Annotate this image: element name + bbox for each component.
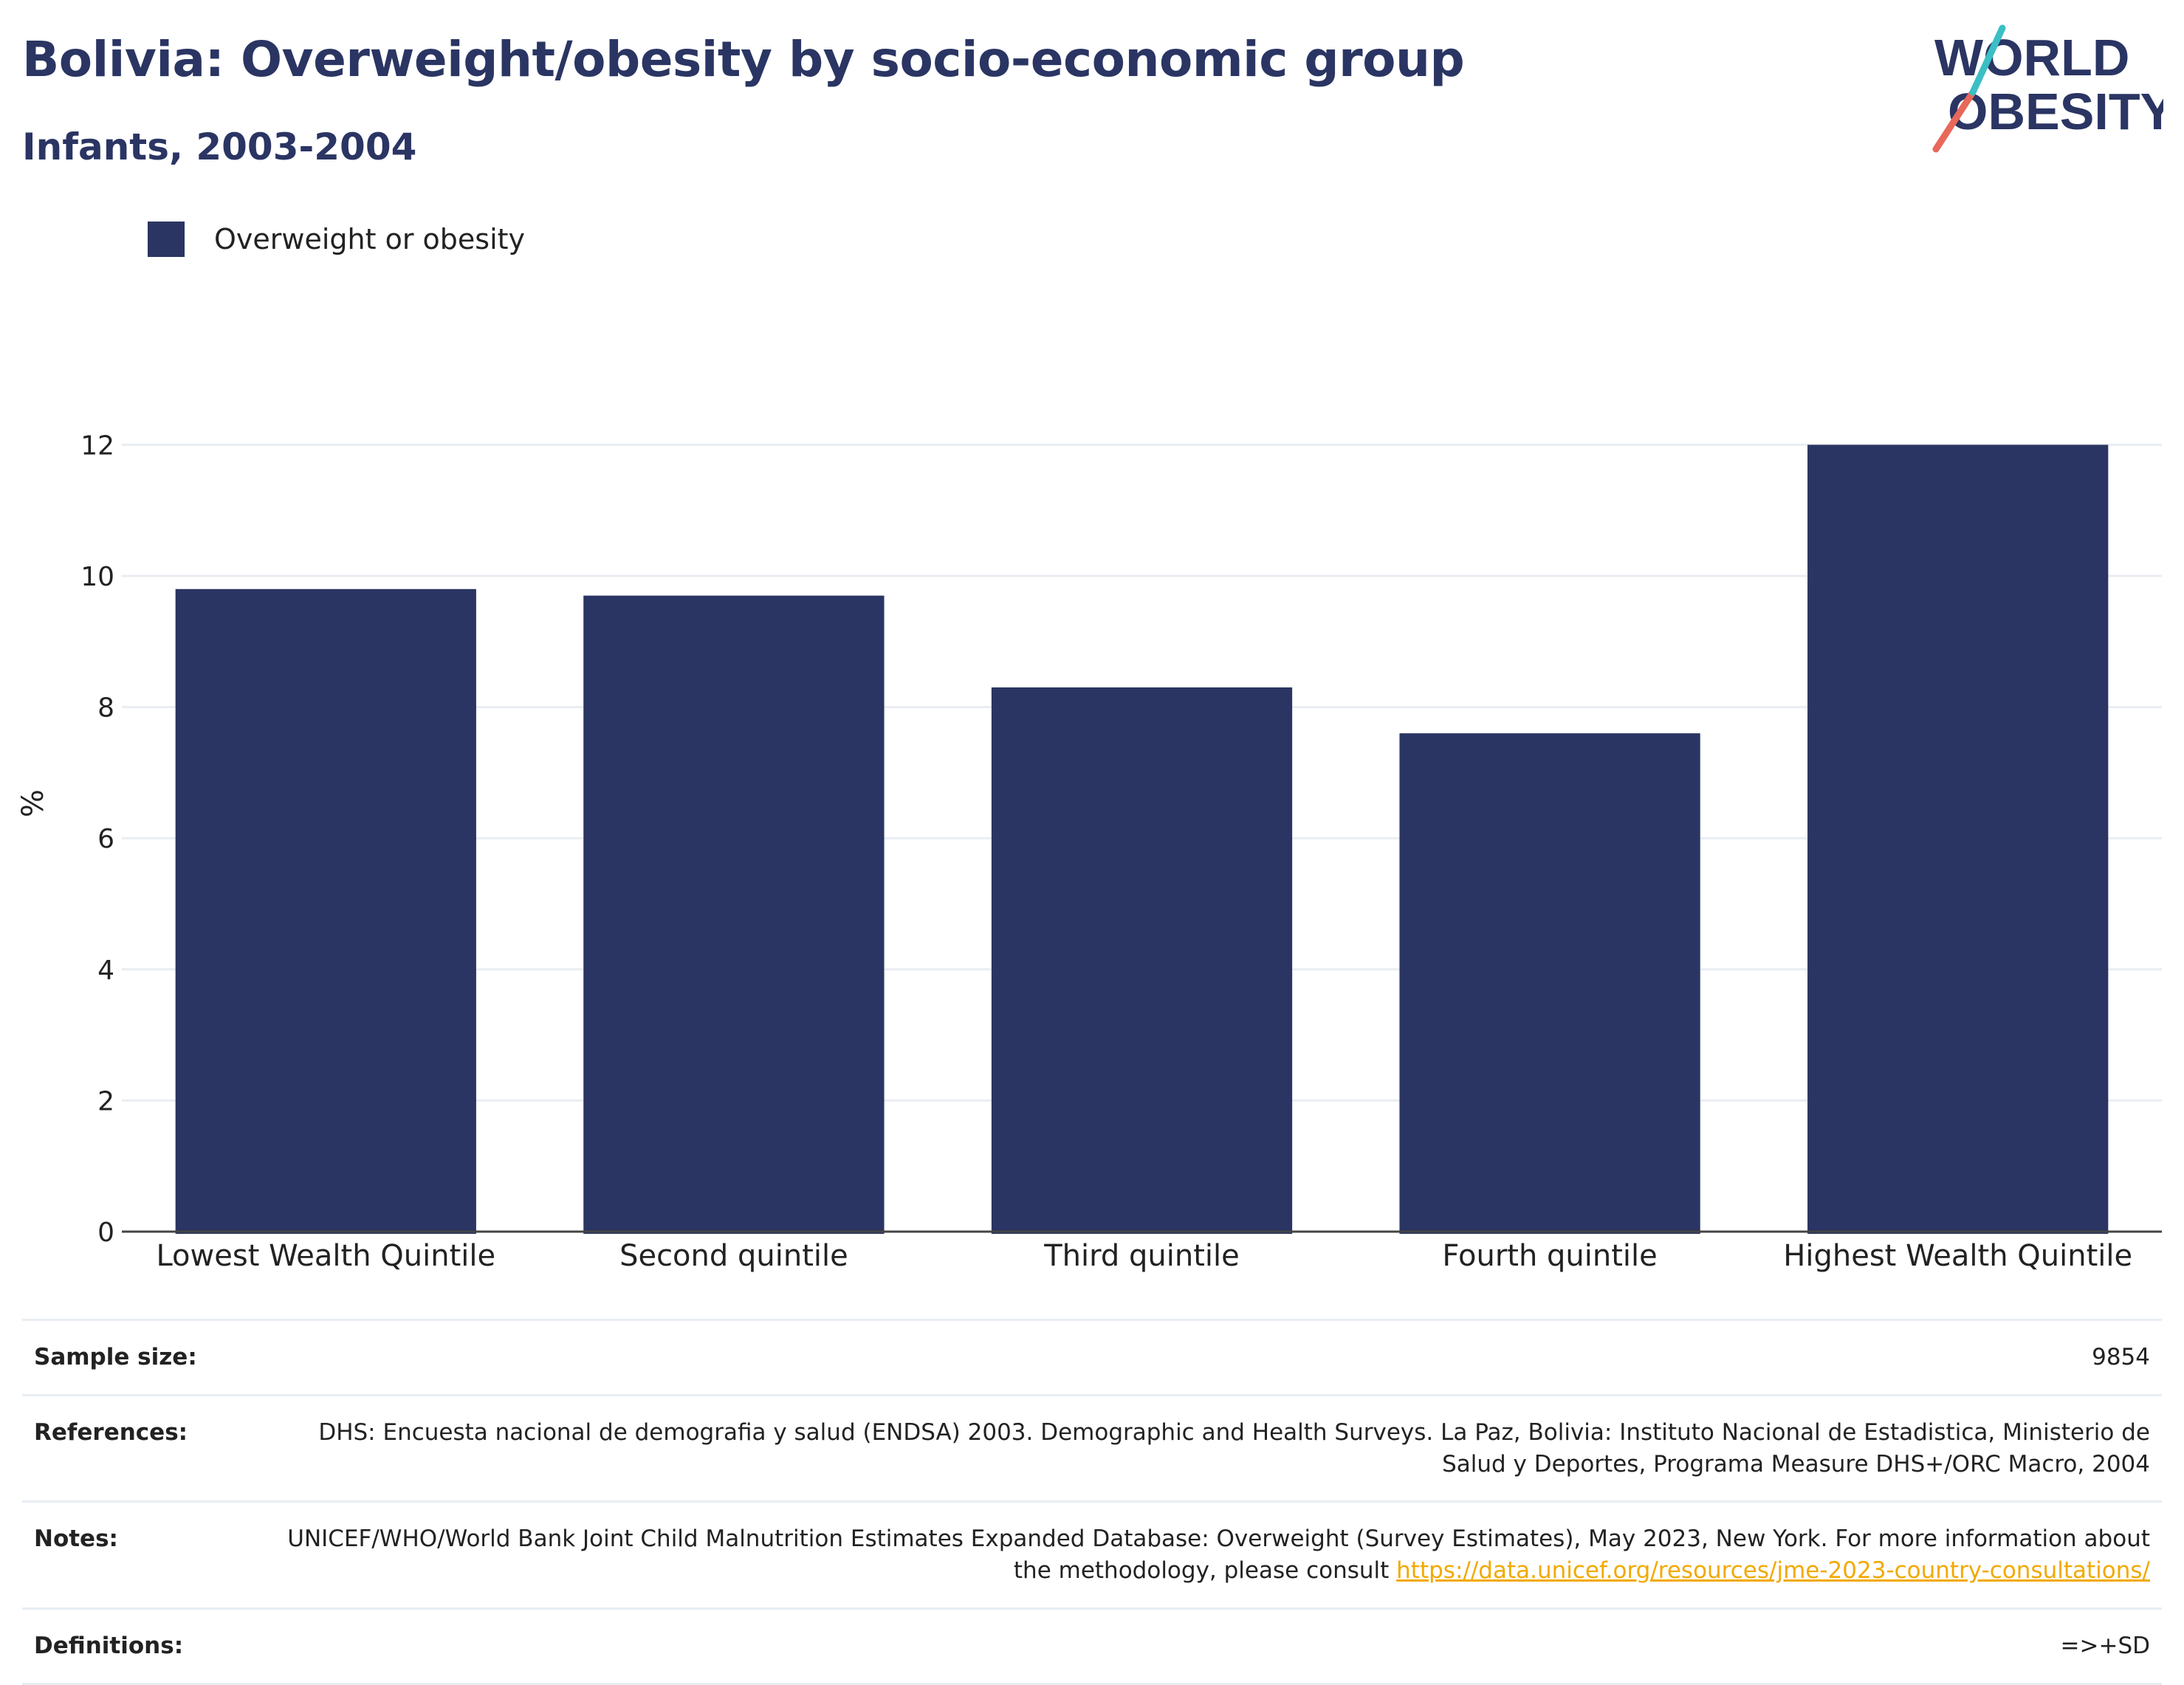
info-row-notes: Notes: UNICEF/WHO/World Bank Joint Child… — [22, 1501, 2162, 1609]
bar-chart: 0 2 4 6 8 10 12 Lowest Wealth Quintile Second q… — [16, 430, 2162, 1273]
x-tick-label: Fourth quintile — [1442, 1239, 1657, 1273]
y-tick-label: 10 — [80, 562, 114, 592]
y-tick-label: 6 — [97, 824, 114, 854]
bars — [175, 445, 2109, 1234]
y-tick-label: 0 — [97, 1218, 114, 1248]
legend-swatch — [148, 222, 185, 257]
legend-label: Overweight or obesity — [214, 223, 526, 255]
x-tick-label: Second quintile — [619, 1239, 848, 1273]
info-row-definitions: Definitions: =>+SD — [22, 1608, 2162, 1684]
page-title: Bolivia: Overweight/obesity by socio-eco… — [22, 31, 1465, 88]
bar — [175, 588, 476, 1234]
info-row-references: References: DHS: Encuesta nacional de de… — [22, 1395, 2162, 1502]
bar — [583, 595, 885, 1234]
y-tick-label: 4 — [97, 955, 114, 986]
y-axis-ticks: 0 2 4 6 8 10 12 — [80, 430, 114, 1248]
sample-size-value: 9854 — [2092, 1344, 2150, 1370]
world-obesity-logo: WORLD OBESITY — [1932, 24, 2163, 153]
logo-slash-top — [1969, 24, 2006, 96]
chart-legend[interactable]: Overweight or obesity — [148, 220, 525, 258]
logo-word-world: WORLD — [1934, 29, 2129, 86]
bar — [991, 687, 1293, 1234]
x-axis-labels: Lowest Wealth Quintile Second quintile Thi… — [156, 1239, 2132, 1273]
x-tick-label: Lowest Wealth Quintile — [156, 1239, 495, 1273]
logo-word-obesity: OBESITY — [1948, 83, 2163, 140]
definitions-value: =>+SD — [2060, 1632, 2150, 1659]
y-tick-label: 8 — [97, 693, 114, 724]
bar — [1399, 733, 1700, 1234]
page-subtitle: Infants, 2003-2004 — [22, 126, 417, 168]
methodology-link[interactable]: https://data.unicef.org/resources/jme-20… — [1396, 1557, 2150, 1585]
info-table: Sample size: 9854 References: DHS: Encue… — [22, 1319, 2162, 1685]
x-tick-label: Third quintile — [1043, 1239, 1239, 1273]
y-tick-label: 2 — [97, 1086, 114, 1116]
definitions-label: Definitions: — [34, 1632, 184, 1659]
y-tick-label: 12 — [80, 430, 114, 461]
x-tick-label: Highest Wealth Quintile — [1783, 1239, 2132, 1273]
notes-value: UNICEF/WHO/World Bank Joint Child Malnut… — [267, 1502, 2162, 1609]
references-value: DHS: Encuesta nacional de demografia y s… — [318, 1418, 2150, 1478]
bar — [1807, 445, 2109, 1234]
info-row-sample-size: Sample size: 9854 — [22, 1319, 2162, 1396]
references-label: References: — [34, 1418, 188, 1446]
notes-text: UNICEF/WHO/World Bank Joint Child Malnut… — [287, 1526, 2150, 1585]
logo-slash-bottom — [1932, 89, 1977, 153]
notes-label: Notes: — [34, 1526, 118, 1553]
sample-size-label: Sample size: — [34, 1344, 197, 1370]
y-axis-title: % — [16, 789, 50, 817]
